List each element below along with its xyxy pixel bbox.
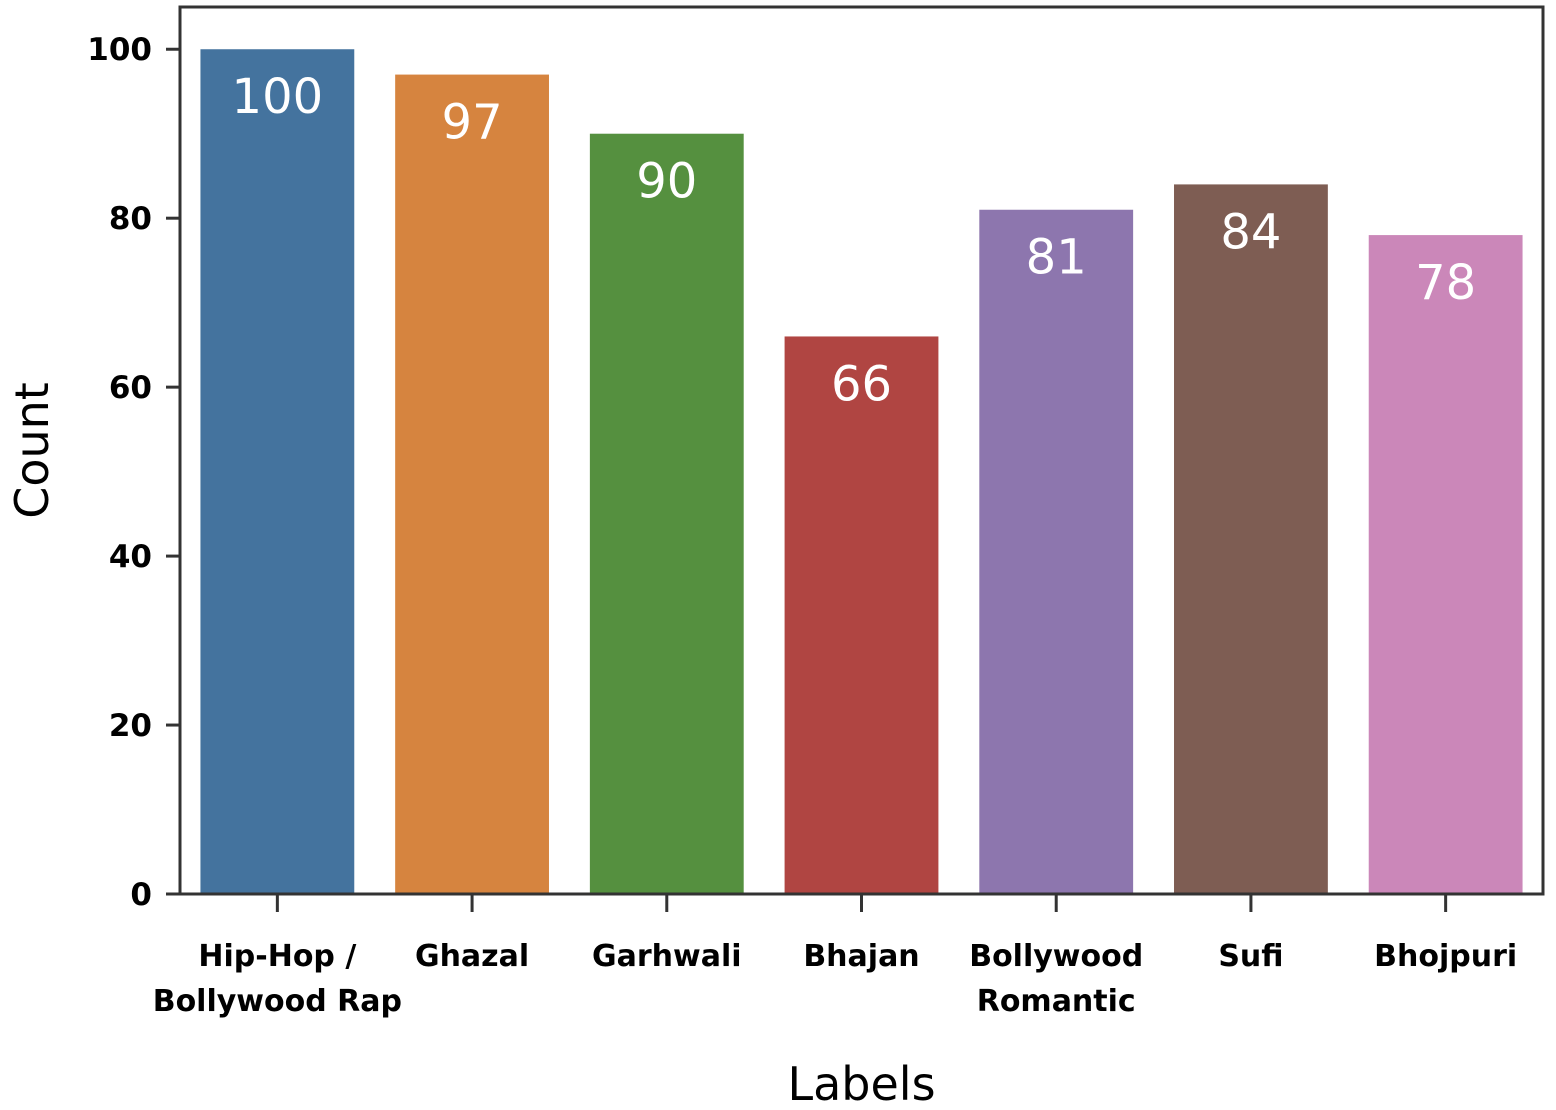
y-tick-label-4: 80 [109, 201, 152, 237]
x-tick-label-line: Romantic [977, 984, 1136, 1019]
bar-value-label-3: 66 [831, 356, 892, 412]
x-tick-label-4: Bollywood Romantic [969, 939, 1143, 1019]
x-tick-label-line: Hip-Hop / [198, 939, 356, 974]
x-tick-label-line: Garhwali [592, 939, 742, 974]
bar-0 [200, 49, 355, 894]
y-tick-label-3: 60 [109, 370, 152, 406]
y-tick-label-5: 100 [87, 32, 152, 68]
x-tick-label-6: Bhojpuri [1374, 939, 1517, 974]
bar-6 [1368, 235, 1523, 895]
bar-value-label-5: 84 [1220, 204, 1281, 260]
x-tick-label-2: Garhwali [592, 939, 742, 974]
x-tick-label-line: Sufi [1218, 939, 1283, 974]
bar-2 [589, 133, 744, 894]
bar-3 [784, 336, 939, 894]
x-tick-label-line: Bollywood [969, 939, 1143, 974]
y-ticks-group: 0 20 40 60 80 100 [87, 32, 180, 913]
bars-group [200, 49, 1523, 895]
x-ticks-group: Hip-Hop / Bollywood Rap Ghazal Garhwali Bhaj… [153, 894, 1517, 1019]
x-tick-label-5: Sufi [1218, 939, 1283, 974]
bar-value-label-2: 90 [636, 154, 697, 210]
y-tick-label-2: 40 [109, 539, 152, 575]
x-tick-label-line: Bhojpuri [1374, 939, 1517, 974]
bar-4 [979, 209, 1134, 894]
x-tick-label-3: Bhajan [803, 939, 919, 974]
x-tick-label-line: Bhajan [803, 939, 919, 974]
y-tick-label-0: 0 [130, 877, 152, 913]
bar-5 [1174, 184, 1328, 894]
x-tick-label-line: Bollywood Rap [153, 984, 402, 1019]
bar-value-label-1: 97 [442, 95, 503, 151]
bar-value-label-4: 81 [1026, 230, 1087, 286]
y-tick-label-1: 20 [109, 708, 152, 744]
y-axis-title: Count [5, 382, 59, 519]
x-tick-label-1: Ghazal [415, 939, 529, 974]
x-tick-label-0: Hip-Hop / Bollywood Rap [153, 939, 402, 1019]
bar-value-label-6: 78 [1415, 255, 1476, 311]
x-axis-title: Labels [787, 1057, 935, 1110]
bar-value-label-0: 100 [232, 69, 324, 125]
bar-labels-group: 100 97 90 66 81 84 78 [232, 69, 1477, 412]
bar-1 [395, 74, 549, 895]
x-tick-label-line: Ghazal [415, 939, 529, 974]
